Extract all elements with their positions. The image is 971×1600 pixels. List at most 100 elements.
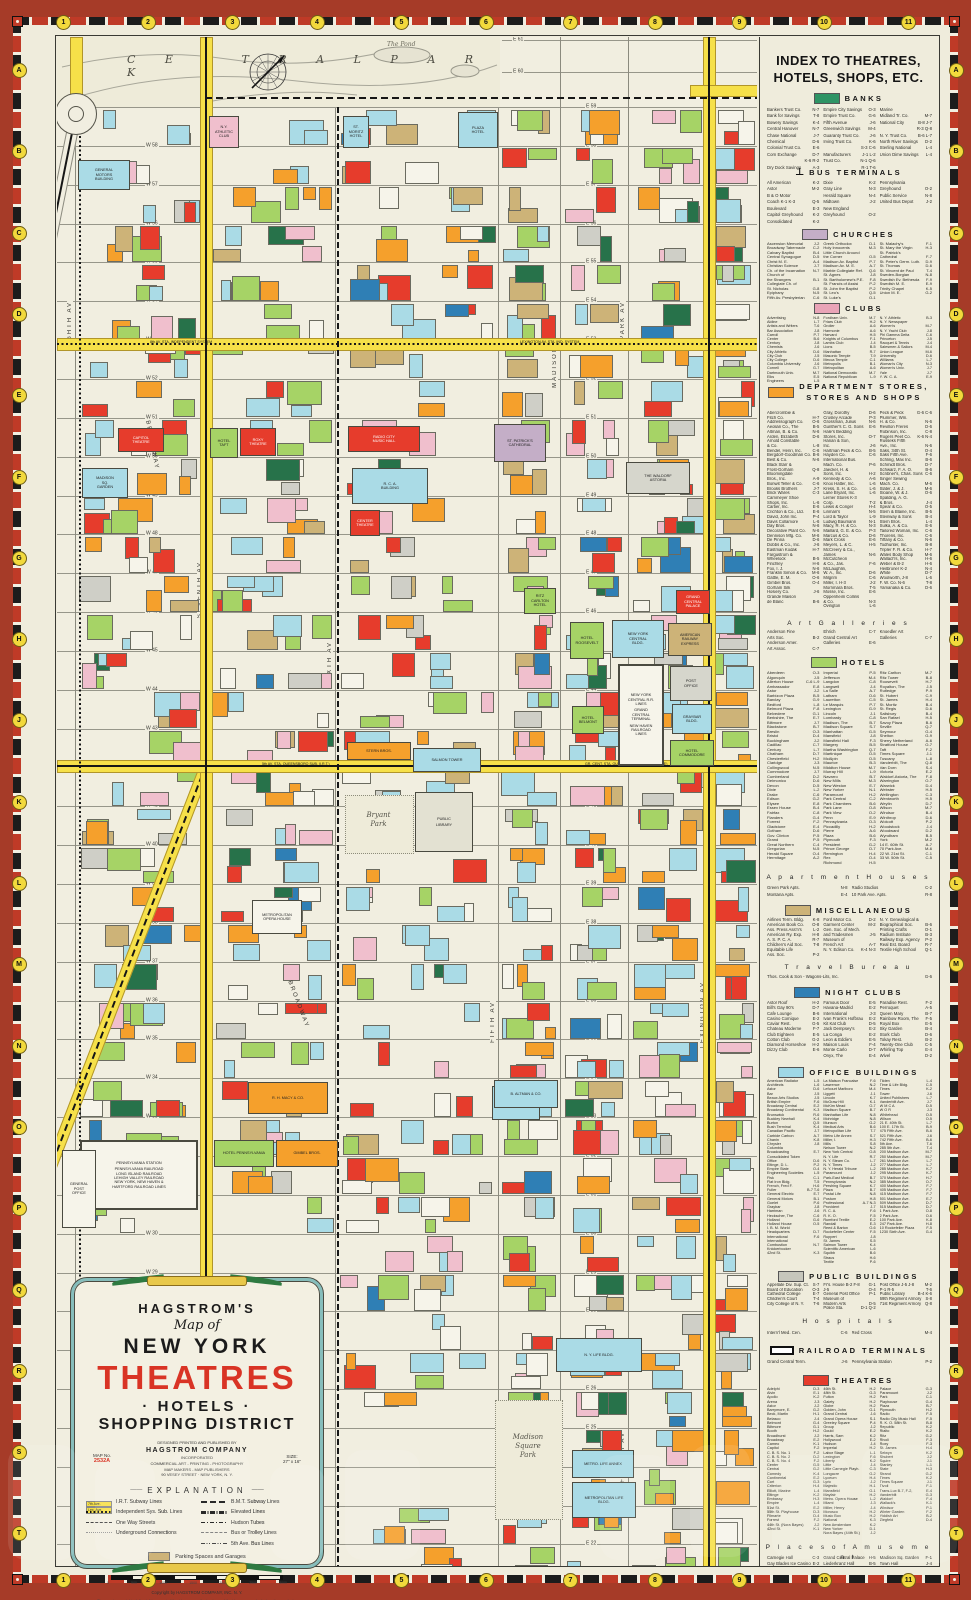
street-label: E 34 — [585, 1074, 598, 1081]
index-column: Grand Central Term. J-6 — [767, 1358, 848, 1366]
index-entry: Lerner Stores K-3 — [823, 495, 857, 500]
index-entry: Apollo K-2 — [767, 1395, 820, 1400]
street-label: E 41 — [585, 802, 598, 809]
index-entry: Frost-Gorham Q-8 — [767, 466, 820, 472]
grid-marker: J — [948, 713, 964, 729]
street-label: E 28 — [585, 1308, 598, 1315]
building-block — [580, 1391, 600, 1410]
legend-label: Elevated Lines — [231, 1509, 266, 1516]
building-block — [449, 1557, 462, 1566]
railroad-swatch-icon — [769, 1346, 794, 1356]
building-block — [588, 1080, 623, 1099]
index-entry: Bendel, Henri, Inc. C-6 — [767, 447, 820, 453]
index-entry: Decorative Plant Co. N-6 — [767, 527, 820, 533]
index-entry: United Publishers L-7 — [879, 1095, 932, 1100]
building-block — [720, 653, 749, 666]
index-entry-columns: Grand Central Term. J-6 Pennsylvania Stati… — [767, 1358, 932, 1366]
scale-tick-label: 2500 — [249, 1581, 257, 1586]
building-block — [589, 109, 621, 136]
index-entry: Broadway Tabernacle C-2 — [767, 245, 820, 251]
index-entry: Combustion N-7 — [767, 1242, 820, 1247]
building-block — [95, 420, 114, 439]
legend-item: 5th Ave. Bus Lines — [201, 1541, 308, 1547]
index-entry: Shelton G-9 — [879, 733, 932, 739]
street-line — [57, 534, 757, 536]
index-entry: Spear & Co. O-5 — [879, 504, 932, 510]
building-block — [637, 557, 652, 573]
index-entry: St. John the Baptist P-2 — [823, 285, 876, 291]
index-entry: Police Sta. D-1 Q-2 — [823, 1305, 876, 1311]
building-block — [312, 614, 333, 640]
building-block — [730, 976, 747, 1001]
index-entry: Winthrop D-6 — [879, 814, 932, 820]
index-entry: Cornell G-7 — [767, 366, 820, 371]
grid-marker: 9 — [732, 1572, 747, 1588]
street-label: W 30 — [145, 1230, 159, 1237]
index-entry: N. Y. Trust Co. B-6 L-7 — [879, 132, 932, 138]
index-entry: the Strangers B-1 — [767, 276, 820, 282]
index-entry: Dixie L-2 — [767, 787, 820, 793]
building-block — [345, 161, 372, 185]
building-block — [502, 148, 527, 168]
grid-marker: 4 — [309, 1572, 325, 1588]
index-entry: Tuscany L-8 — [879, 755, 932, 761]
index-entry: Salesmen & Sailors M-4 — [879, 345, 932, 350]
index-entry: Vanderbilt Ave. J-7 — [879, 1100, 932, 1105]
index-entry: St. Bartholomew's P.E. F-8 — [823, 276, 876, 282]
index-entry: Airlines Term. Bldg. K-8 — [767, 917, 820, 922]
index-entry: Museum of — [823, 1297, 845, 1302]
building-block — [281, 481, 301, 495]
subway-line-shuttle — [57, 765, 757, 767]
category-swatch-icon — [814, 303, 841, 315]
building-block — [716, 692, 748, 707]
index-entry: 515 Madison Ave. D-7 — [879, 1205, 932, 1210]
index-entry: Taft F-2 — [879, 746, 932, 752]
landmark: NEW YORK CENTRAL R.R. LINES GRAND CENTRAL TER… — [618, 664, 664, 766]
building-block — [420, 1563, 453, 1566]
index-entry: Revillon Freres D-6 — [879, 424, 932, 430]
index-entry: Central Synagogue D-5 — [767, 254, 820, 260]
building-block — [136, 472, 168, 495]
index-entry: Woman's City N-3 — [879, 362, 932, 367]
building-block — [459, 1352, 486, 1369]
street-label: E 51 — [585, 414, 598, 421]
index-entry: McGraw Hill K-1 — [823, 1100, 876, 1105]
index-entry: Broadway Continental K-3 — [767, 1108, 820, 1113]
building-block — [230, 536, 264, 555]
building-block — [94, 964, 117, 988]
index-entry: Montana Apts. E-4 — [767, 892, 848, 897]
index-entry: Morrimara Bros. T-5 — [823, 584, 876, 590]
index-entry: C. B. S. No. 1 F-2 — [767, 1450, 820, 1455]
watermark-blob — [600, 1455, 670, 1560]
index-section-header: NIGHT CLUBS — [760, 987, 937, 999]
building-block — [398, 1197, 421, 1214]
building-block — [664, 1532, 682, 1544]
border-corner — [12, 1574, 23, 1585]
street-label: E 38 — [585, 919, 598, 926]
building-block — [469, 1133, 484, 1156]
street-line — [57, 922, 757, 924]
index-entry: Board of Education O-3 — [767, 1286, 820, 1292]
index-entry: Longacre G-2 — [823, 1471, 876, 1476]
index-entry: Martinique O-5 — [823, 751, 876, 757]
index-entry: All American K-2 — [767, 180, 820, 185]
landmark: MADISON SQ. GARDEN — [82, 468, 128, 498]
index-entry: Tivoli F-1 — [879, 1484, 932, 1489]
index-entry: Prince George O-7 — [823, 846, 876, 852]
legend-label: Hudson Tubes — [231, 1519, 265, 1526]
grid-marker: D — [948, 306, 964, 322]
building-block — [507, 547, 530, 573]
index-entry: Paramount J-2 — [823, 1171, 876, 1176]
subway-station-label: LEXINGTON AV. STA. IND. SYSTEM — [520, 339, 580, 344]
street-label: W 45 — [145, 647, 159, 654]
building-block — [714, 1119, 738, 1142]
index-entry: 46th St. H-2 — [823, 1387, 876, 1391]
index-entry: Union Dime Savings L-4 — [879, 151, 932, 157]
index-entry: Paramount H-2 — [823, 791, 876, 797]
building-block — [446, 1250, 464, 1272]
index-entry: Holy Innocents M-3 — [823, 245, 876, 251]
cartouche-bottom-scroll — [111, 1560, 283, 1574]
building-block — [135, 381, 162, 398]
street-label: W 40 — [145, 841, 159, 848]
street-label: W 39 — [145, 880, 159, 887]
